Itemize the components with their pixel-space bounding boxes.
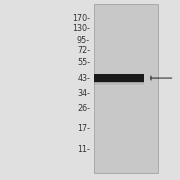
Text: 170-: 170- [72,14,90,23]
Bar [94,74,144,79]
Text: 17-: 17- [77,124,90,133]
Bar [94,80,144,85]
Text: 34-: 34- [77,89,90,98]
Text: 95-: 95- [77,36,90,45]
Bar [94,79,144,83]
Text: 26-: 26- [77,104,90,113]
Text: 43-: 43- [77,74,90,83]
Bar [94,76,144,80]
Text: 130-: 130- [72,24,90,33]
Bar [94,4,158,173]
Text: 11-: 11- [77,145,90,154]
Bar [94,74,144,82]
Text: 72-: 72- [77,46,90,55]
Text: 55-: 55- [77,58,90,67]
